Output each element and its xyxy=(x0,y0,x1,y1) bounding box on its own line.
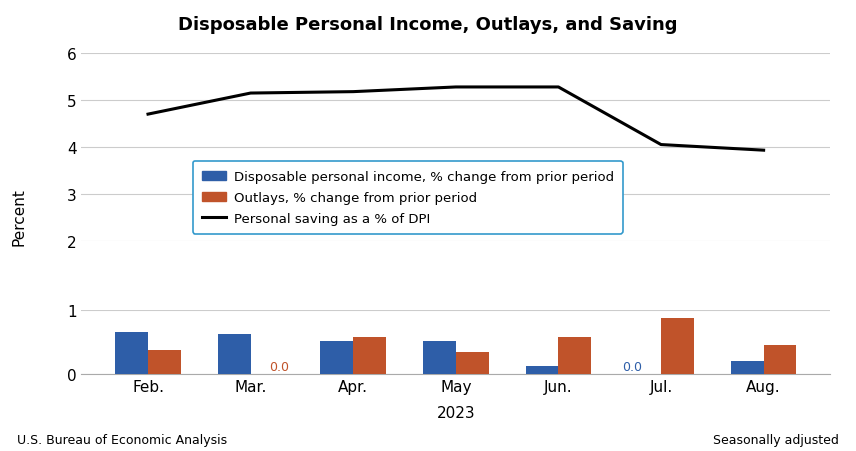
Text: Seasonally adjusted: Seasonally adjusted xyxy=(713,433,839,446)
Bar xyxy=(423,341,455,374)
Text: Percent: Percent xyxy=(11,188,27,245)
Bar xyxy=(526,367,558,374)
Text: 0.0: 0.0 xyxy=(622,360,643,373)
Text: U.S. Bureau of Economic Analysis: U.S. Bureau of Economic Analysis xyxy=(17,433,227,446)
Text: Disposable Personal Income, Outlays, and Saving: Disposable Personal Income, Outlays, and… xyxy=(178,16,678,34)
Bar xyxy=(116,332,148,374)
Bar xyxy=(455,352,489,374)
Bar xyxy=(354,337,386,374)
X-axis label: 2023: 2023 xyxy=(437,405,475,420)
Text: 0.0: 0.0 xyxy=(269,360,289,373)
Bar xyxy=(320,341,354,374)
Bar xyxy=(731,362,764,374)
Bar xyxy=(148,350,181,374)
Bar xyxy=(764,345,796,374)
Bar xyxy=(661,318,694,374)
Legend: Disposable personal income, % change from prior period, Outlays, % change from p: Disposable personal income, % change fro… xyxy=(193,161,623,235)
Bar xyxy=(558,338,591,374)
Bar xyxy=(217,334,251,374)
